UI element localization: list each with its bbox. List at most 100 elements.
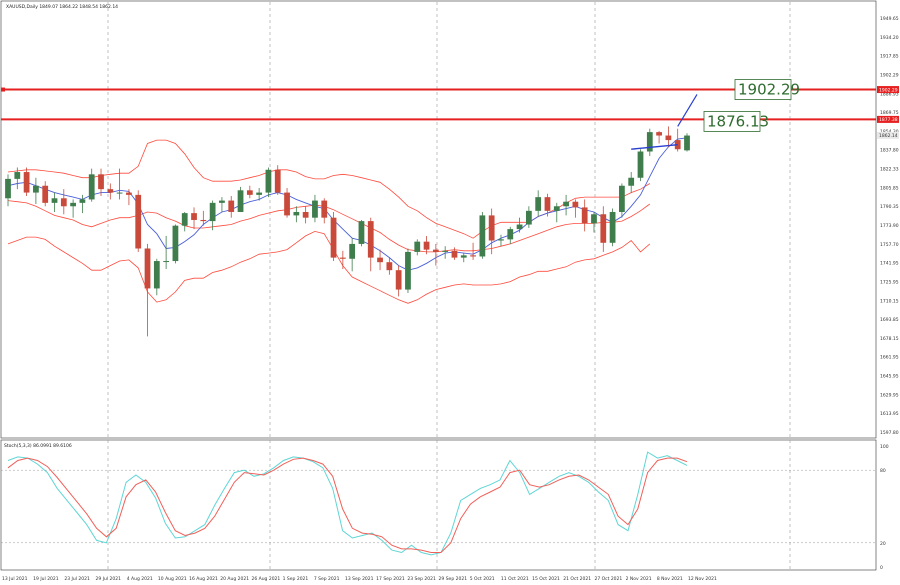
date-tick-13: 23 Sep 2021 [407,576,436,582]
candle-body [665,135,672,141]
price-tick-10: 1790.35 [880,204,899,210]
axis-labels: 1949.651934.201917.851902.291886.931869.… [2,16,899,582]
candle-body [358,221,365,244]
candle-body [377,257,383,263]
candle-4 [42,181,49,207]
candle-29 [274,165,281,195]
price-tick-8: 1822.33 [880,167,899,173]
candle-61 [572,199,579,218]
candle-body [126,192,132,195]
candle-body [488,215,495,241]
trend-line [631,143,678,150]
candle-body [646,132,653,152]
price-tick-1: 1934.20 [880,35,899,41]
candle-64 [600,206,607,252]
candle-body [628,177,635,186]
price-tag-box-1 [877,115,899,123]
candle-body [414,241,421,252]
candle-body [591,214,597,224]
candle-32 [302,206,309,224]
candle-body [116,192,123,194]
candle-24 [228,196,235,218]
candle-body [321,200,328,218]
candle-63 [591,211,597,233]
candle-40 [377,249,383,271]
stoch-tick-2: 20 [880,541,886,547]
candle-27 [256,188,263,201]
candle-38 [358,219,365,247]
candle-body [107,189,114,193]
date-tick-15: 5 Oct 2021 [470,576,495,582]
candle-22 [209,200,216,231]
candle-54 [507,226,514,244]
price-tick-17: 1678.15 [880,336,899,342]
candle-5 [51,192,58,212]
candlesticks [5,126,690,337]
candle-42 [395,265,402,297]
candle-33 [312,194,318,223]
candle-body [525,210,532,225]
candle-body [79,199,86,203]
price-tag-box-0 [877,86,899,94]
date-tick-21: 8 Nov 2021 [657,576,683,582]
price-tick-0: 1949.65 [880,16,899,22]
price-tick-22: 1597.80 [880,430,899,436]
level-callout-box-0 [734,79,792,100]
candle-9 [88,168,95,202]
stoch-d-line [7,457,688,553]
candle-45 [423,235,430,255]
candle-body [265,169,272,193]
candle-47 [442,246,449,259]
candle-37 [349,238,356,272]
price-tick-9: 1805.85 [880,185,899,191]
price-panel-frame [0,0,877,439]
last-price-label: 1862.14 [879,133,898,139]
date-tick-8: 26 Aug 2021 [251,576,280,582]
candle-body [172,225,179,262]
stoch-tick-0: 100 [880,444,889,450]
candle-67 [628,172,635,193]
candle-body [163,261,170,263]
candle-6 [60,189,67,215]
bollinger-mid-line [7,200,651,253]
candle-35 [330,211,337,262]
price-tag-label-0: 1902.29 [879,87,898,93]
price-tick-18: 1661.95 [880,355,899,361]
candle-17 [163,235,170,270]
candle-body [293,211,300,216]
price-tick-4: 1886.93 [880,91,899,97]
candle-body [563,201,569,207]
candle-body [367,221,374,258]
candle-39 [367,217,374,272]
price-tick-16: 1693.85 [880,317,899,323]
candle-body [191,213,197,220]
candle-62 [581,199,588,232]
candle-body [349,243,356,259]
level-callout-label-0: 1902.29 [738,81,800,99]
date-tick-7: 20 Aug 2021 [220,576,249,582]
candle-30 [284,188,290,218]
candle-25 [237,186,244,212]
candle-body [302,211,309,218]
candle-body [88,174,95,200]
chart-title: XAUUSD,Daily 1849.07 1864.22 1848.54 186… [6,4,118,10]
candle-8 [79,194,86,214]
candle-body [395,270,402,290]
date-tick-9: 1 Sep 2021 [283,576,309,582]
candle-body [200,219,207,222]
date-tick-1: 19 Jul 2021 [33,576,59,582]
candle-body [98,174,104,190]
last-price-box [877,131,899,139]
price-tick-12: 1757.70 [880,242,899,248]
candle-body [535,197,542,211]
candle-body [209,202,216,222]
candle-3 [33,177,39,204]
candle-20 [191,207,197,230]
candle-46 [432,243,439,266]
price-tick-19: 1645.95 [880,374,899,380]
candle-body [70,202,76,207]
candle-26 [246,185,253,199]
candle-28 [265,167,272,198]
price-tick-13: 1741.95 [880,261,899,267]
